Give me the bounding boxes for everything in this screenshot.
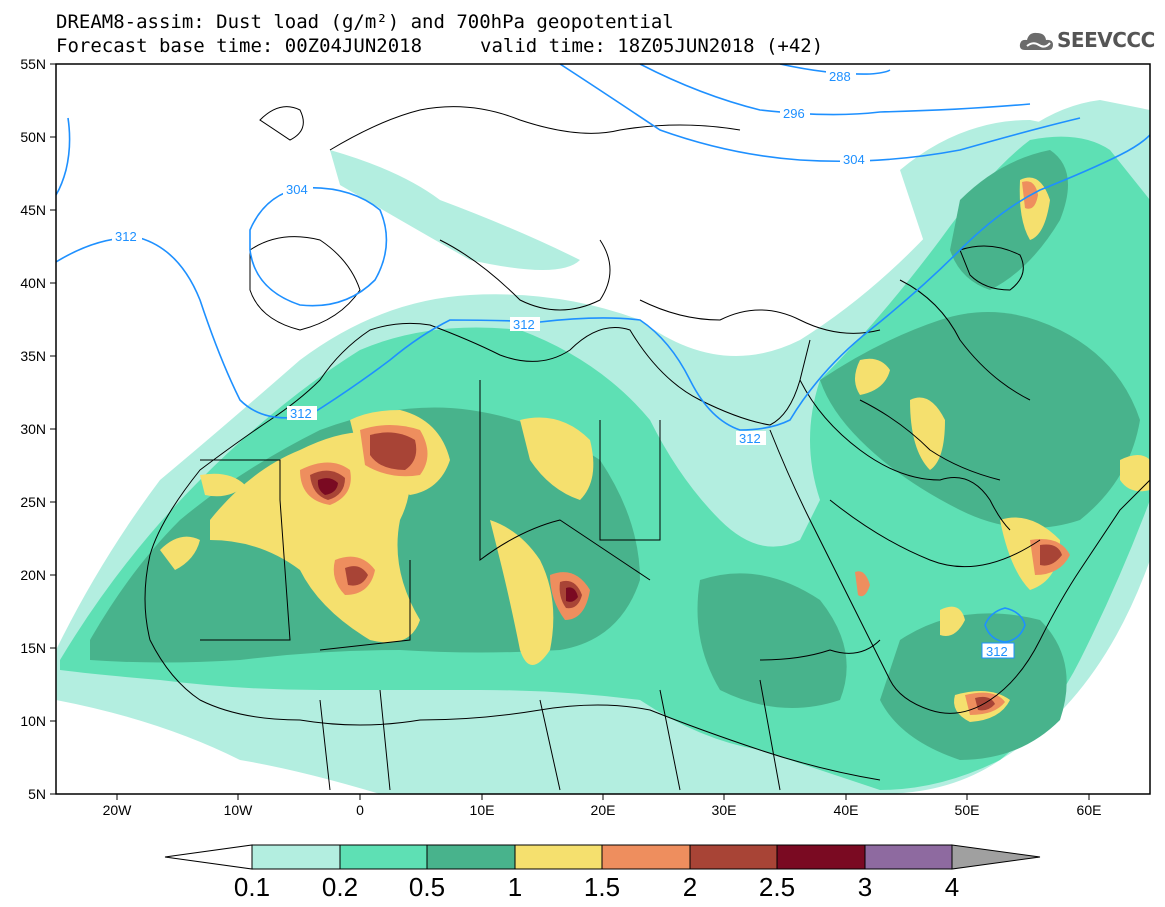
colorbar-label: 2 — [682, 872, 698, 902]
colorbar-label: 0.5 — [408, 872, 446, 902]
lon-label: 20E — [590, 802, 616, 818]
lat-label: 40N — [20, 275, 46, 291]
colorbar-label: 0.2 — [321, 872, 359, 902]
colorbar — [164, 844, 1041, 870]
lat-label: 25N — [20, 494, 46, 510]
lat-label: 5N — [28, 786, 46, 802]
lat-label: 35N — [20, 348, 46, 364]
colorbar-swatch — [514, 844, 603, 870]
contour-label: 304 — [843, 152, 865, 167]
lon-label: 40E — [833, 802, 859, 818]
colorbar-swatch — [339, 844, 428, 870]
contour-label: 312 — [290, 406, 312, 421]
geopotential-contours — [56, 64, 1150, 643]
seevccc-logo: SEEVCCC — [1017, 26, 1157, 56]
contour-label: 288 — [829, 69, 851, 84]
cloud-icon — [1019, 32, 1053, 50]
lat-label: 45N — [20, 202, 46, 218]
colorbar-swatch — [601, 844, 691, 870]
lon-label: 50E — [954, 802, 980, 818]
contour-312 — [56, 134, 1150, 431]
contour-312-south — [984, 607, 1026, 643]
lon-label: 30E — [711, 802, 737, 818]
lat-label: 50N — [20, 129, 46, 145]
contour-label-group: 288 296 304 304 312 312 312 312 312 — [112, 69, 1015, 659]
contour-304-east — [559, 64, 1081, 163]
title-line-1: DREAM8-assim: Dust load (g/m²) and 700hP… — [56, 11, 674, 33]
contour-label: 312 — [513, 317, 535, 332]
contour-label: 312 — [115, 229, 137, 244]
colorbar-label: 2.5 — [758, 872, 796, 902]
colorbar-label: 0.1 — [233, 872, 271, 902]
lat-label: 15N — [20, 640, 46, 656]
colorbar-label: 3 — [857, 872, 873, 902]
lat-label: 30N — [20, 421, 46, 437]
colorbar-swatch — [426, 844, 516, 870]
colorbar-under-arrow — [164, 844, 253, 870]
logo-text: SEEVCCC — [1057, 28, 1155, 52]
dust-layer-2-5 — [317, 478, 578, 602]
lat-label: 20N — [20, 567, 46, 583]
contour-296 — [639, 64, 1031, 116]
colorbar-label: 4 — [944, 872, 960, 902]
colorbar-swatch — [251, 844, 341, 870]
colorbar-label: 1.5 — [583, 872, 621, 902]
lon-label: 10E — [469, 802, 495, 818]
valid-time: valid time: 18Z05JUN2018 (+42) — [480, 35, 824, 57]
contour-label: 304 — [286, 182, 308, 197]
colorbar-swatch — [776, 844, 866, 870]
axis-ticks — [50, 63, 1090, 800]
contour-label: 296 — [783, 106, 805, 121]
contour-label: 312 — [986, 644, 1008, 659]
contour-288 — [779, 64, 891, 75]
lon-label: 0 — [356, 802, 364, 818]
lon-label: 20W — [102, 802, 132, 818]
lat-label: 10N — [20, 713, 46, 729]
colorbar-over-arrow — [951, 844, 1041, 870]
contour-label: 312 — [739, 431, 761, 446]
lat-label: 55N — [20, 56, 46, 72]
colorbar-swatch — [864, 844, 953, 870]
lon-label: 60E — [1076, 802, 1102, 818]
colorbar-label: 1 — [507, 872, 523, 902]
colorbar-swatch — [689, 844, 778, 870]
contour-304-edge — [56, 117, 71, 196]
title-line-2: Forecast base time: 00Z04JUN2018 — [56, 35, 423, 57]
lon-label: 10W — [223, 802, 253, 818]
